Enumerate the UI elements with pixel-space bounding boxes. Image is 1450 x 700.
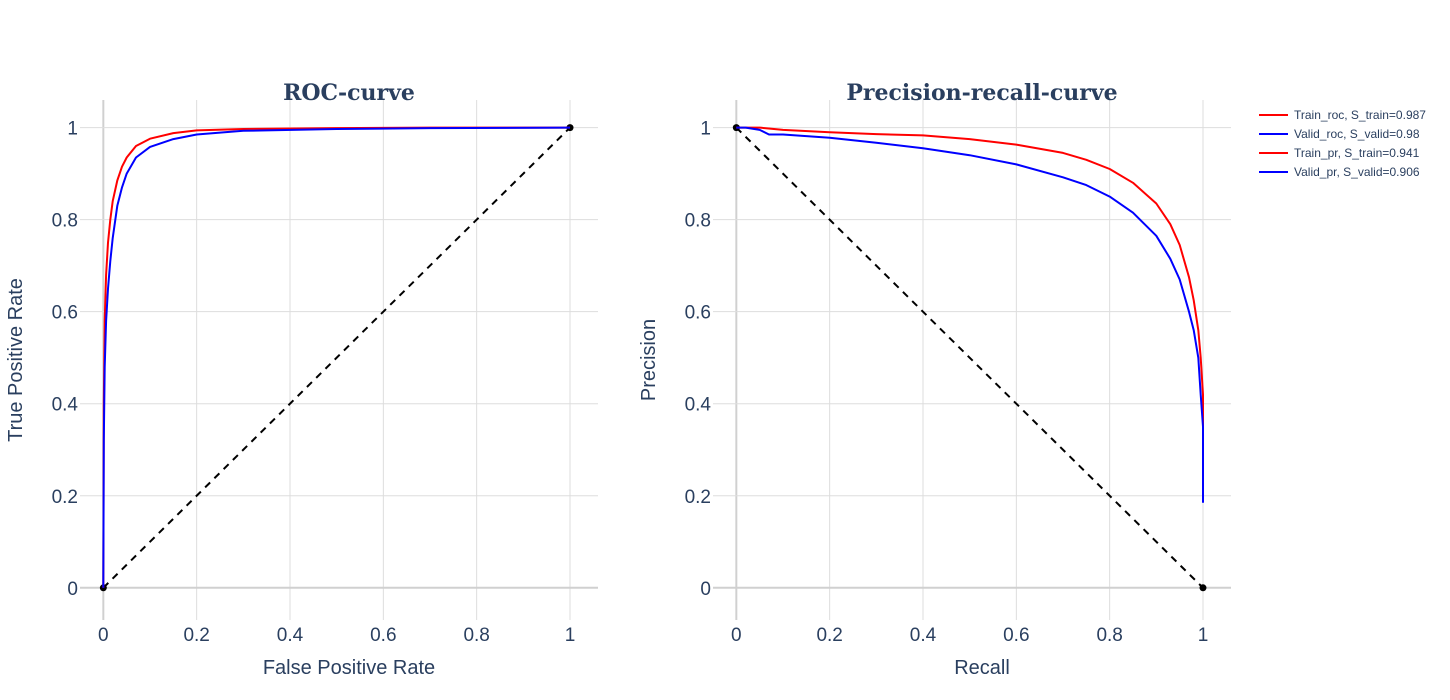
roc-y-tick-label: 0.2 (52, 487, 78, 508)
pr-x-tick-label: 0.8 (1096, 625, 1122, 646)
pr-y-tick-label: 0 (700, 579, 711, 600)
pr-y-tick-label: 0.8 (685, 211, 711, 232)
pr-y-tick-label: 1 (700, 119, 711, 140)
pr-y-tick-label: 0.2 (685, 487, 711, 508)
pr-x-tick-label: 0 (731, 625, 742, 646)
pr-x-tick-label: 0.4 (910, 625, 937, 646)
pr-x-tick-label: 0.2 (816, 625, 842, 646)
pr-x-axis-label: Recall (954, 657, 1010, 679)
pr-y-tick-label: 0.4 (685, 395, 712, 416)
roc-x-tick-label: 1 (565, 625, 576, 646)
roc-y-tick-label: 0.4 (52, 395, 79, 416)
legend: Train_roc, S_train=0.987 Valid_roc, S_val… (1259, 108, 1426, 179)
pr-x-tick-label: 0.6 (1003, 625, 1029, 646)
roc-series-valid-roc-line (102, 126, 571, 588)
roc-series-train-roc-line (102, 126, 570, 588)
roc-x-tick-label: 0.2 (183, 625, 209, 646)
roc-x-tick-label: 0 (98, 625, 109, 646)
roc-x-tick-label: 0.6 (370, 625, 396, 646)
roc-curve-plot: 0 0.2 0.4 0.6 0.8 1 0 0.2 0.4 0.6 0.8 1 ROC-curve Fal… (5, 80, 598, 679)
pr-chart-title: Precision-recall-curve (846, 80, 1117, 106)
pr-y-axis-label: Precision (638, 319, 660, 401)
pr-series-train-pr-line (736, 126, 1204, 436)
roc-y-tick-label: 0.6 (52, 303, 78, 324)
roc-series-baseline-line (102, 126, 571, 589)
precision-recall-curve-plot: 0 0.2 0.4 0.6 0.8 1 0 0.2 0.4 0.6 0.8 1 Precision-re… (638, 80, 1231, 679)
pr-series-valid-pr-line (736, 126, 1204, 503)
roc-x-tick-label: 0.8 (463, 625, 489, 646)
roc-y-tick-label: 1 (67, 119, 78, 140)
pr-y-tick-label: 0.6 (685, 303, 711, 324)
roc-x-tick-label: 0.4 (277, 625, 304, 646)
legend-item-label: Train_pr, S_train=0.941 (1294, 146, 1420, 160)
pr-series-baseline-line (735, 126, 1204, 589)
roc-chart-title: ROC-curve (283, 80, 415, 106)
legend-item-label: Valid_roc, S_valid=0.98 (1294, 127, 1420, 141)
pr-baseline-marker (1199, 584, 1207, 592)
legend-item-label: Train_roc, S_train=0.987 (1294, 108, 1426, 122)
roc-y-tick-label: 0 (67, 579, 78, 600)
roc-y-axis-label: True Positive Rate (5, 278, 27, 442)
pr-x-tick-label: 1 (1198, 625, 1209, 646)
roc-x-axis-label: False Positive Rate (263, 657, 435, 679)
legend-item-label: Valid_pr, S_valid=0.906 (1294, 165, 1420, 179)
roc-y-tick-label: 0.8 (52, 211, 78, 232)
